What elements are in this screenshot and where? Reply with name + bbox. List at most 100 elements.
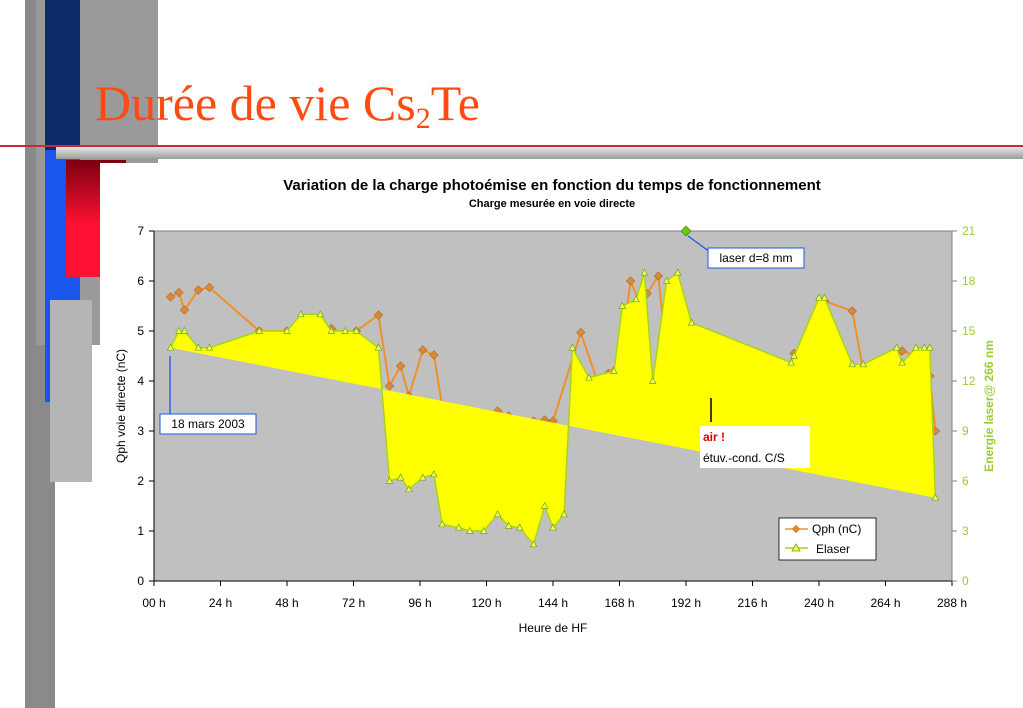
elaser-point xyxy=(180,326,189,334)
qph-point xyxy=(625,276,636,286)
elaser-point xyxy=(396,473,405,481)
elaser-point xyxy=(327,326,336,334)
elaser-fill-area xyxy=(170,272,936,545)
elaser-point xyxy=(549,523,557,531)
elaser-point xyxy=(352,326,361,334)
elaser-point xyxy=(892,343,901,351)
x-tick-label: 120 h xyxy=(471,596,501,610)
annotation-date-text: 18 mars 2003 xyxy=(171,417,245,431)
elaser-point xyxy=(618,301,627,309)
elaser-point xyxy=(430,470,438,478)
qph-point xyxy=(193,285,203,295)
elaser-point xyxy=(540,501,549,509)
elaser-point xyxy=(493,510,502,518)
decor-navy-bar xyxy=(45,0,80,160)
y-tick-label: 6 xyxy=(137,274,144,288)
legend-elaser-marker xyxy=(791,543,801,552)
elaser-point xyxy=(640,268,649,276)
y-tick-label: 4 xyxy=(137,374,144,388)
y2-axis-label: Energie laser@ 266 nm xyxy=(982,340,996,472)
elaser-point xyxy=(455,523,463,531)
elaser-point xyxy=(418,473,427,481)
x-tick-label: 168 h xyxy=(604,596,634,610)
qph-point xyxy=(174,287,184,298)
elaser-point xyxy=(529,540,538,548)
x-tick-label: 288 h xyxy=(937,596,967,610)
elaser-point xyxy=(175,326,183,334)
x-tick-label: 24 h xyxy=(209,596,232,610)
annotation-laser-text: laser d=8 mm xyxy=(719,251,792,265)
x-tick-label: 240 h xyxy=(804,596,834,610)
y2-tick-label: 3 xyxy=(962,524,969,538)
elaser-point xyxy=(648,376,657,384)
elaser-point xyxy=(255,326,264,334)
elaser-point xyxy=(790,351,798,359)
annotation-air: air ! étuv.-cond. C/S xyxy=(700,398,810,468)
laser-highlight-point xyxy=(680,225,692,237)
legend-qph-label: Qph (nC) xyxy=(812,522,861,536)
elaser-point xyxy=(283,326,291,334)
x-tick-label: 264 h xyxy=(870,596,900,610)
y-tick-label: 5 xyxy=(137,324,144,338)
qph-point xyxy=(847,306,857,316)
elaser-point xyxy=(405,485,413,493)
x-axis-label: Heure de HF xyxy=(519,621,588,635)
elaser-point xyxy=(205,343,214,351)
decor-lightgrey-block xyxy=(50,300,92,482)
elaser-point xyxy=(316,310,325,318)
elaser-point xyxy=(610,366,618,374)
elaser-point xyxy=(568,343,577,351)
elaser-point xyxy=(673,268,682,276)
decor-title-rule xyxy=(56,147,1023,159)
decor-title-underline xyxy=(0,145,1023,147)
annotation-laser-box xyxy=(707,247,805,269)
y2-tick-label: 12 xyxy=(962,374,976,388)
y-axis-label: Qph voie directe (nC) xyxy=(114,349,128,463)
elaser-point xyxy=(560,510,568,518)
x-tick-label: 216 h xyxy=(737,596,767,610)
elaser-point xyxy=(166,343,175,351)
annotation-date: 18 mars 2003 xyxy=(159,356,257,435)
qph-point xyxy=(179,305,190,315)
legend: Qph (nC) Elaser xyxy=(778,517,877,561)
qph-point xyxy=(384,381,395,391)
y-tick-label: 3 xyxy=(137,424,144,438)
y2-tick-label: 9 xyxy=(962,424,969,438)
elaser-point xyxy=(898,358,906,366)
elaser-point xyxy=(926,343,934,351)
y2-tick-label: 18 xyxy=(962,274,976,288)
legend-box xyxy=(778,517,877,561)
elaser-point xyxy=(920,343,929,351)
x-tick-label: 96 h xyxy=(408,596,431,610)
annotation-laser-arrow xyxy=(687,235,711,253)
y-tick-label: 2 xyxy=(137,474,144,488)
elaser-point xyxy=(859,360,868,368)
slide-title: Durée de vie Cs2Te xyxy=(95,78,480,134)
legend-qph-marker xyxy=(791,524,801,534)
annotation-date-box xyxy=(159,413,257,435)
elaser-point xyxy=(297,310,305,318)
elaser-point xyxy=(466,526,474,534)
qph-point xyxy=(395,361,406,371)
x-tick-label: 192 h xyxy=(671,596,701,610)
qph-point xyxy=(653,271,663,281)
slide-title-subscript: 2 xyxy=(415,102,431,135)
elaser-point xyxy=(585,373,593,381)
qph-point xyxy=(429,350,439,360)
elaser-point xyxy=(504,521,513,529)
elaser-point xyxy=(820,293,829,301)
elaser-point xyxy=(848,360,857,368)
x-tick-label: 00 h xyxy=(142,596,165,610)
annotation-etuv-text: étuv.-cond. C/S xyxy=(703,451,785,465)
elaser-point xyxy=(194,343,203,351)
elaser-point xyxy=(815,293,823,301)
elaser-point xyxy=(662,276,671,284)
chart-title: Variation de la charge photoémise en fon… xyxy=(283,177,821,194)
annotation-air-box xyxy=(700,426,810,468)
elaser-point xyxy=(931,493,940,501)
elaser-point xyxy=(479,526,488,534)
y-tick-label: 0 xyxy=(137,574,144,588)
annotation-laser: laser d=8 mm xyxy=(687,235,805,269)
plot-layer xyxy=(165,225,941,548)
